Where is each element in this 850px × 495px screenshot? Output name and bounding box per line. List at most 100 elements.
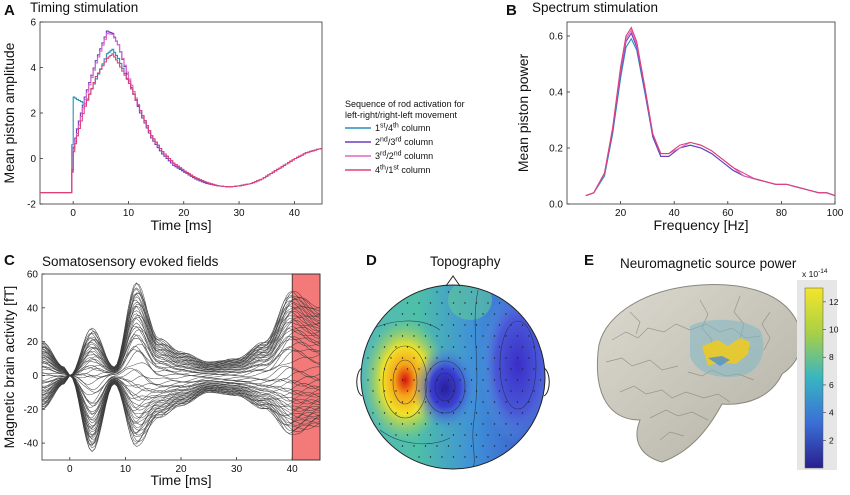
panel-c-ylabel: Magnetic brain activity [fT] bbox=[1, 286, 17, 449]
panel-b-ytick-label: 0.4 bbox=[549, 88, 563, 99]
sensor-dot bbox=[424, 335, 427, 337]
panel-d-letter: D bbox=[366, 252, 377, 269]
topography-map bbox=[361, 285, 545, 469]
sensor-dot bbox=[505, 423, 507, 425]
panel-a-ytick-label: 0 bbox=[30, 154, 36, 165]
meg-trace bbox=[42, 375, 320, 436]
sensor-dot bbox=[475, 346, 478, 348]
sensor-dot bbox=[367, 379, 369, 381]
sensor-dot bbox=[383, 412, 386, 414]
sensor-dot bbox=[470, 313, 473, 315]
sensor-dot bbox=[406, 346, 409, 348]
panel-c-xtick-label: 40 bbox=[287, 464, 299, 475]
sensor-dot bbox=[493, 423, 496, 425]
sensor-dot bbox=[418, 324, 420, 326]
panel-b-series bbox=[585, 26, 835, 197]
sensor-dot bbox=[395, 368, 397, 370]
panel-b-frame bbox=[566, 21, 836, 205]
sensor-dot bbox=[521, 324, 524, 326]
meg-trace bbox=[42, 317, 320, 376]
sensor-dot bbox=[390, 357, 392, 359]
panel-b-series-line-4 bbox=[585, 26, 835, 197]
sensor-dot bbox=[418, 412, 420, 414]
sensor-dot bbox=[418, 434, 420, 436]
meg-trace bbox=[42, 341, 320, 378]
panel-b-xtick-label: 80 bbox=[776, 208, 788, 219]
panel-b-title: Spectrum stimulation bbox=[532, 0, 658, 15]
sensor-dot bbox=[464, 324, 466, 326]
sensor-dot bbox=[441, 302, 443, 304]
sensor-dot bbox=[429, 302, 432, 304]
sensor-dot bbox=[429, 324, 432, 326]
panel-b-letter: B bbox=[506, 2, 517, 19]
sensor-dot bbox=[418, 456, 420, 458]
sensor-dot bbox=[505, 379, 507, 381]
sensor-dot bbox=[533, 390, 535, 392]
panel-d-title: Topography bbox=[430, 254, 501, 269]
colorbar-ticks: 12 10 8 6 4 2 bbox=[823, 297, 839, 445]
brain-surface bbox=[596, 283, 802, 463]
sensor-dot bbox=[498, 302, 501, 304]
panel-e-letter: E bbox=[584, 252, 594, 269]
sensor-dot bbox=[493, 379, 496, 381]
panel-a-xtick-label: 30 bbox=[233, 208, 245, 219]
sensor-dot bbox=[464, 434, 466, 436]
sensor-dot bbox=[395, 324, 397, 326]
meg-trace bbox=[42, 283, 320, 376]
legend-label-3: 3rd/2nd column bbox=[375, 151, 433, 162]
sensor-dot bbox=[505, 401, 507, 403]
panel-a-xtick-label: 40 bbox=[289, 208, 301, 219]
panel-a-xlabel: Time [ms] bbox=[151, 217, 212, 233]
sensor-dot bbox=[487, 346, 489, 348]
sensor-dot bbox=[464, 368, 466, 370]
panel-a-letter: A bbox=[4, 2, 15, 19]
sensor-dot bbox=[401, 423, 404, 425]
sensor-dots bbox=[367, 291, 542, 458]
panel-a-series bbox=[40, 30, 322, 194]
panel-b: B Spectrum stimulation 20 40 60 80 100 0.0 0.2… bbox=[506, 0, 844, 233]
sensor-dot bbox=[447, 335, 450, 337]
sensor-dot bbox=[378, 379, 381, 381]
meg-trace bbox=[42, 375, 320, 421]
sensor-dot bbox=[447, 423, 450, 425]
colorbar-exponent-text: x 10-14 bbox=[802, 268, 828, 279]
sensor-dot bbox=[498, 390, 501, 392]
sensor-dot bbox=[390, 335, 392, 337]
meg-trace bbox=[42, 375, 320, 419]
meg-trace bbox=[42, 296, 320, 376]
sensor-dot bbox=[406, 412, 409, 414]
sensor-dot bbox=[482, 401, 484, 403]
sensor-dot bbox=[436, 357, 438, 359]
meg-trace bbox=[42, 375, 320, 431]
colorbar-tick-label: 6 bbox=[829, 380, 834, 390]
sensor-dot bbox=[482, 335, 484, 337]
meg-trace bbox=[42, 375, 320, 439]
sensor-dot bbox=[533, 368, 535, 370]
sensor-dot bbox=[482, 423, 484, 425]
meg-trace bbox=[42, 326, 320, 376]
colorbar-scale bbox=[804, 287, 824, 469]
sensor-dot bbox=[487, 390, 489, 392]
sensor-dot bbox=[378, 335, 381, 337]
sensor-dot bbox=[521, 346, 524, 348]
sensor-dot bbox=[401, 357, 404, 359]
sensor-dot bbox=[470, 357, 473, 359]
panel-c-title: Somatosensory evoked fields bbox=[42, 254, 219, 269]
sensor-dot bbox=[487, 412, 489, 414]
sensor-dot bbox=[429, 390, 432, 392]
sensor-dot bbox=[436, 291, 438, 293]
sensor-dot bbox=[470, 335, 473, 337]
sensor-dot bbox=[406, 368, 409, 370]
panel-c-ytick-label: 0 bbox=[32, 371, 38, 382]
sensor-dot bbox=[528, 379, 530, 381]
sensor-dot bbox=[436, 313, 438, 315]
panel-c-xtick-label: 10 bbox=[120, 464, 132, 475]
right-ear-icon bbox=[543, 367, 550, 397]
panel-c-ytick-label: 60 bbox=[27, 270, 39, 281]
sensor-dot bbox=[510, 346, 512, 348]
panel-a-ylabel: Mean piston amplitude bbox=[1, 42, 17, 183]
panel-b-ytick-label: 0.2 bbox=[549, 144, 563, 155]
sensor-dot bbox=[418, 346, 420, 348]
sensor-dot bbox=[493, 445, 496, 447]
sensor-dot bbox=[383, 346, 386, 348]
